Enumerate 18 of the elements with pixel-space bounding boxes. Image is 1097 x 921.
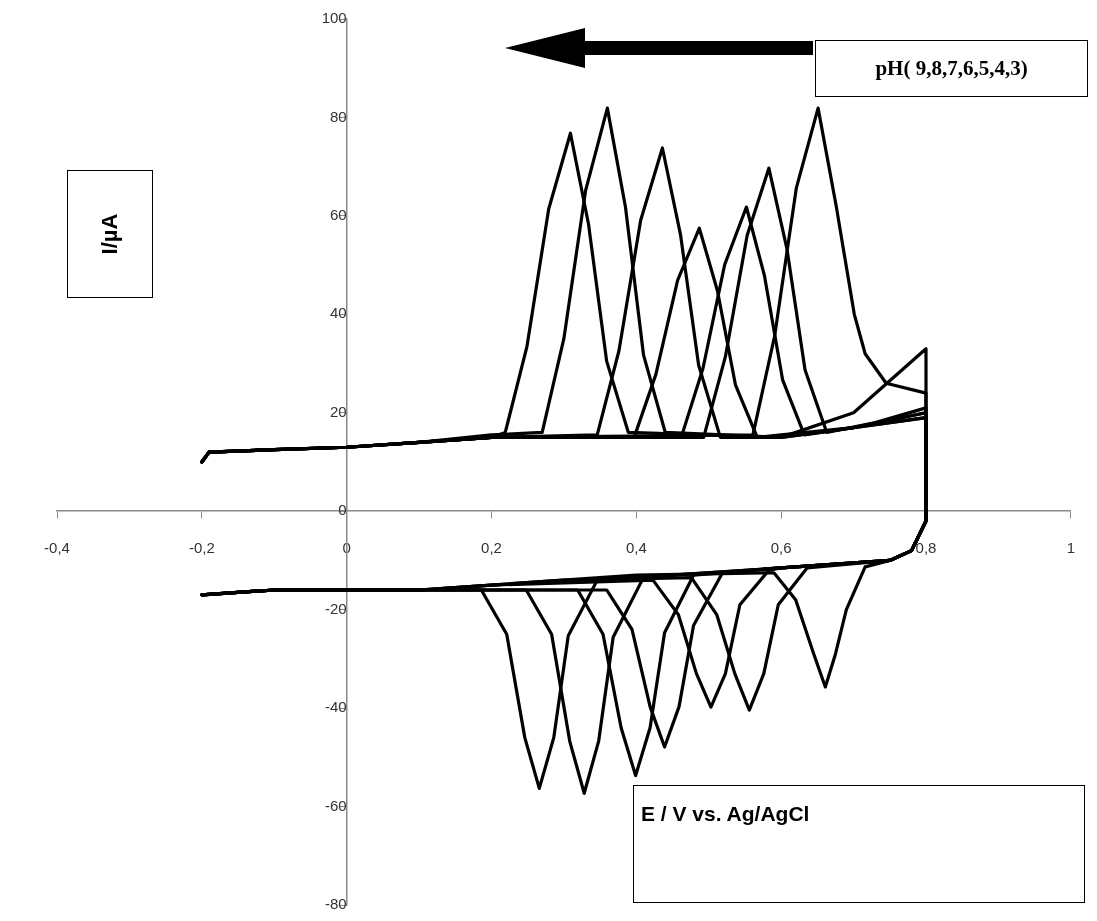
x-tick-label: -0,2 <box>188 539 215 557</box>
y-tick-label: 80 <box>329 107 347 125</box>
y-tick-label: -20 <box>324 599 347 617</box>
y-tick-label: -80 <box>324 895 347 913</box>
y-tick-label: 20 <box>329 402 347 420</box>
x-tick-label: 0,6 <box>770 539 792 557</box>
y-axis-title: I/µA <box>97 213 123 255</box>
x-tick-label: 0,8 <box>915 539 937 557</box>
y-tick-label: -60 <box>324 796 347 814</box>
x-axis-title: E / V vs. Ag/AgCl <box>641 802 810 826</box>
x-tick-label: 0,2 <box>481 539 502 557</box>
y-tick-label: 100 <box>321 9 347 27</box>
y-tick-label: 40 <box>329 304 347 322</box>
y-tick-label: 60 <box>329 206 347 224</box>
x-tick-label: 0,4 <box>625 539 647 557</box>
x-tick-label: 1 <box>1066 539 1075 557</box>
y-tick-label: -40 <box>324 698 347 716</box>
x-tick-label: -0,4 <box>44 539 70 557</box>
